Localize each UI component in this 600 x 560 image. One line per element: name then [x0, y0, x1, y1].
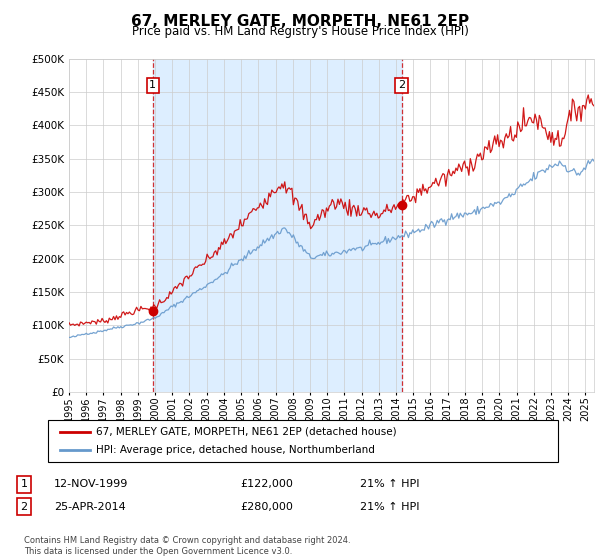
Text: 1: 1 [20, 479, 28, 489]
Text: 12-NOV-1999: 12-NOV-1999 [54, 479, 128, 489]
Text: 21% ↑ HPI: 21% ↑ HPI [360, 479, 419, 489]
Text: £280,000: £280,000 [240, 502, 293, 512]
Text: £122,000: £122,000 [240, 479, 293, 489]
Text: 67, MERLEY GATE, MORPETH, NE61 2EP: 67, MERLEY GATE, MORPETH, NE61 2EP [131, 14, 469, 29]
Text: 25-APR-2014: 25-APR-2014 [54, 502, 126, 512]
Text: 2: 2 [398, 81, 405, 91]
Bar [153, 59, 402, 392]
Text: 67, MERLEY GATE, MORPETH, NE61 2EP (detached house): 67, MERLEY GATE, MORPETH, NE61 2EP (deta… [96, 427, 397, 437]
Text: 1: 1 [149, 81, 157, 91]
Text: 2: 2 [20, 502, 28, 512]
Text: Price paid vs. HM Land Registry's House Price Index (HPI): Price paid vs. HM Land Registry's House … [131, 25, 469, 38]
Text: Contains HM Land Registry data © Crown copyright and database right 2024.
This d: Contains HM Land Registry data © Crown c… [24, 536, 350, 556]
Text: HPI: Average price, detached house, Northumberland: HPI: Average price, detached house, Nort… [96, 445, 375, 455]
Text: 21% ↑ HPI: 21% ↑ HPI [360, 502, 419, 512]
